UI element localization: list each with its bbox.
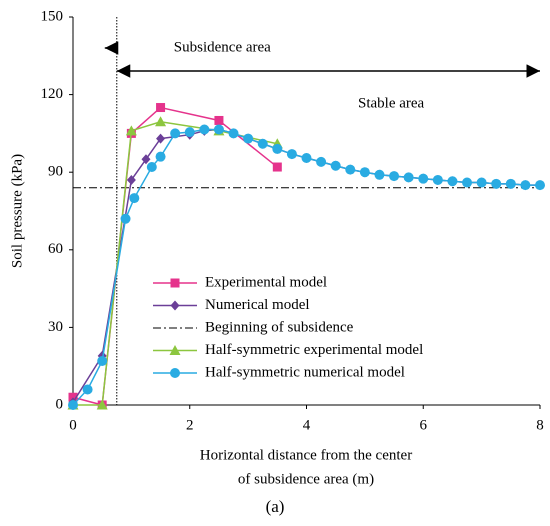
marker [462, 177, 473, 188]
marker [520, 180, 531, 191]
marker [316, 156, 327, 167]
marker [272, 143, 283, 154]
marker [389, 171, 400, 182]
marker [155, 116, 167, 127]
marker [184, 127, 195, 138]
y-tick-label: 90 [48, 164, 63, 180]
y-axis-label: Soil pressure (kPa) [9, 154, 25, 268]
marker [447, 176, 458, 187]
y-tick-label: 60 [48, 241, 63, 257]
x-axis-label: Horizontal distance from the center [200, 447, 412, 463]
marker [97, 356, 108, 367]
marker [96, 399, 108, 410]
series-line [72, 128, 540, 403]
marker [170, 278, 180, 288]
caption: (a) [266, 497, 285, 516]
marker [156, 133, 166, 144]
marker [68, 400, 78, 410]
marker [146, 162, 157, 173]
marker [491, 178, 502, 189]
marker [301, 152, 312, 163]
x-tick-label: 2 [186, 417, 194, 433]
legend-label: Half-symmetric numerical model [205, 364, 405, 380]
marker [82, 384, 93, 395]
legend-label: Experimental model [205, 274, 327, 290]
marker [129, 193, 140, 204]
marker [535, 180, 545, 191]
marker [403, 172, 414, 183]
marker [214, 115, 224, 125]
marker [156, 103, 166, 113]
legend-label: Numerical model [205, 297, 310, 313]
y-tick-label: 120 [41, 86, 64, 102]
y-tick-label: 30 [48, 319, 63, 335]
marker [170, 300, 180, 311]
annotation: Subsidence area [174, 39, 271, 55]
marker [120, 213, 131, 224]
series-line [72, 106, 278, 406]
x-axis-label: of subsidence area (m) [238, 471, 374, 487]
marker [345, 164, 356, 175]
marker [68, 392, 78, 402]
x-tick-label: 6 [420, 417, 428, 433]
marker [476, 177, 487, 188]
annotation: Stable area [358, 95, 425, 111]
marker [330, 160, 341, 171]
y-tick-label: 150 [41, 8, 64, 24]
marker [125, 125, 137, 136]
marker [272, 162, 282, 172]
marker [243, 133, 254, 144]
marker [257, 138, 268, 149]
marker [286, 149, 297, 160]
x-tick-label: 4 [303, 417, 311, 433]
marker [418, 173, 429, 184]
marker [359, 167, 370, 178]
marker [432, 174, 443, 185]
y-tick-label: 0 [56, 396, 64, 412]
legend-label: Beginning of subsidence [205, 319, 354, 335]
legend-label: Half-symmetric experimental model [205, 342, 423, 358]
marker [141, 154, 151, 165]
marker [126, 174, 136, 185]
x-tick-label: 0 [69, 417, 77, 433]
marker [199, 124, 210, 135]
marker [169, 345, 181, 355]
marker [170, 128, 181, 139]
marker [155, 151, 166, 162]
x-tick-label: 8 [536, 417, 544, 433]
marker [170, 368, 180, 378]
marker [505, 178, 516, 189]
marker [213, 124, 224, 135]
marker [228, 128, 239, 139]
marker [374, 169, 385, 180]
